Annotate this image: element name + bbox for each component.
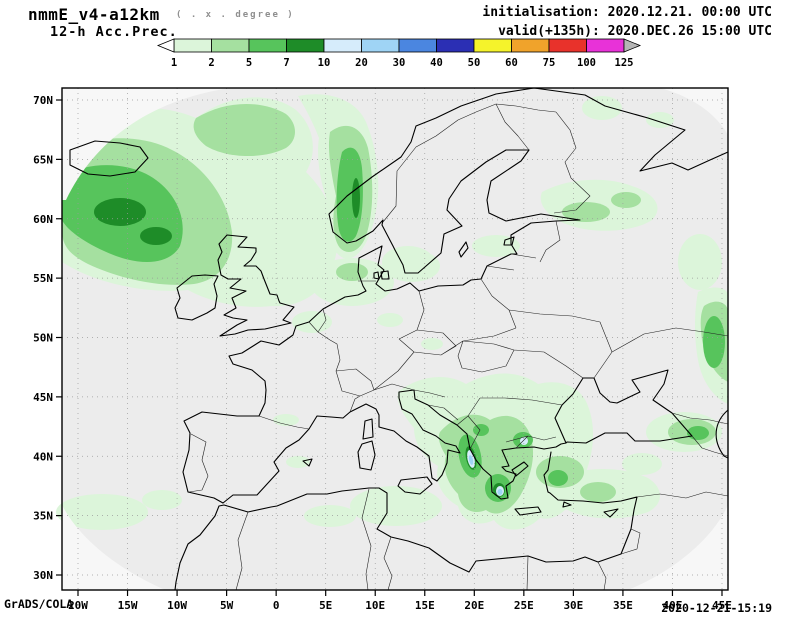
legend-boundary-label: 1: [171, 57, 177, 69]
precip-shape: [384, 250, 440, 282]
coastline-mainland-north: [182, 87, 729, 504]
lat-label: 45N: [33, 391, 53, 404]
precip-shape: [421, 338, 443, 350]
precip-shape: [336, 147, 363, 242]
precip-shape: [286, 456, 310, 468]
lon-label: 10W: [167, 599, 187, 612]
plot-frame: [61, 87, 729, 591]
precip-shape: [582, 96, 622, 120]
lat-label: 40N: [33, 450, 53, 463]
precip-shape: [304, 505, 356, 527]
color-legend: 1 2 5 7 10 20 30 40 50 60 75 100 125: [156, 38, 642, 69]
domain-corner-bottomright: [628, 505, 728, 590]
coastline-black-sea: [543, 369, 693, 450]
domain-corner-masks: [62, 88, 728, 590]
domain-corner-topright: [660, 88, 728, 135]
coastline-caspian-edge: [715, 409, 729, 459]
coastline-layer: [69, 87, 729, 591]
precip-shape: [56, 494, 148, 530]
legend-boundary-label: 2: [208, 57, 214, 69]
legend-arrow-above-max: [623, 38, 642, 53]
precip-shape: [350, 486, 442, 526]
lon-label: 40E: [663, 599, 683, 612]
precip-shape: [472, 235, 520, 257]
precip-shape: [473, 424, 489, 436]
country-borders-path: [188, 103, 729, 591]
country-borders: [188, 103, 729, 591]
domain-corner-topleft: [62, 88, 230, 200]
lon-label: 20E: [464, 599, 484, 612]
legend-boundary-label: 7: [283, 57, 289, 69]
precip-shape: [468, 455, 474, 465]
precip-shape: [548, 470, 568, 486]
precip-shape: [94, 198, 146, 226]
lat-label: 60N: [33, 213, 53, 226]
coastline-anatolia-africa: [174, 451, 638, 591]
precip-shape: [703, 316, 725, 368]
lat-label: 65N: [33, 153, 53, 166]
precip-shape: [292, 311, 332, 333]
legend-boundary-label: 50: [468, 57, 481, 69]
precip-shape: [562, 202, 610, 222]
model-title: nmmE_v4-a12km: [28, 5, 160, 24]
lon-label: 5E: [319, 599, 332, 612]
precip-shape: [622, 453, 662, 475]
initialisation-text: initialisation: 2020.12.21. 00:00 UTC: [482, 5, 772, 20]
legend-boundary-label: 75: [543, 57, 556, 69]
precip-shape: [310, 258, 394, 306]
lon-label: 25E: [514, 599, 534, 612]
lon-label: 20W: [68, 599, 88, 612]
precip-shape: [678, 234, 722, 290]
legend-boundary-label: 10: [318, 57, 331, 69]
lon-label: 30E: [563, 599, 583, 612]
legend-boundary-label: 60: [505, 57, 518, 69]
lat-label: 35N: [33, 510, 53, 523]
precip-shape: [377, 313, 403, 327]
precip-shape: [520, 437, 528, 445]
field-label: 12-h Acc.Prec.: [50, 24, 178, 40]
precip-shape: [687, 426, 709, 440]
legend-boundary-label: 5: [246, 57, 252, 69]
precip-shape: [142, 490, 182, 510]
legend-boundary-label: 20: [355, 57, 368, 69]
legend-boundary-label: 40: [430, 57, 443, 69]
coastline-islands: [69, 140, 619, 518]
lon-label: 5W: [220, 599, 234, 612]
precip-shape: [352, 178, 360, 218]
legend-boundary-label: 100: [577, 57, 596, 69]
lon-label: 10E: [365, 599, 385, 612]
lat-label: 55N: [33, 272, 53, 285]
precip-shape: [611, 192, 641, 208]
legend-boundary-label: 30: [393, 57, 406, 69]
grads-credit: GrADS/COLA: [4, 597, 74, 611]
lon-label: 15E: [415, 599, 435, 612]
creation-timestamp: 2020-12-21-15:19: [661, 601, 772, 615]
legend-arrow-below-min: [156, 38, 175, 53]
domain-corner-bottomleft: [62, 505, 165, 590]
precip-level-6: [468, 455, 503, 495]
lat-label: 70N: [33, 94, 53, 107]
legend-boundary-label: 125: [615, 57, 634, 69]
valid-text: valid(+135h): 2020.DEC.26 15:00 UTC: [498, 24, 772, 39]
degree-note: ( . x . degree ): [176, 10, 295, 20]
precip-shape: [580, 482, 616, 502]
grid-layer: [56, 88, 728, 596]
lon-label: 35E: [613, 599, 633, 612]
precip-shape: [193, 103, 295, 157]
lat-label: 50N: [33, 332, 53, 345]
lon-label: 15W: [118, 599, 138, 612]
precip-shape: [497, 489, 503, 495]
coastline-mediterranean: [222, 389, 545, 504]
lon-label: 0: [273, 599, 280, 612]
axis-labels: 20W 15W 10W 5W 0 5E 10E 15E 20E 25E 30E 35E 40E 45E 70…: [33, 94, 732, 612]
lat-label: 30N: [33, 569, 53, 582]
lon-label: 45E: [712, 599, 732, 612]
precip-shape: [140, 227, 172, 245]
